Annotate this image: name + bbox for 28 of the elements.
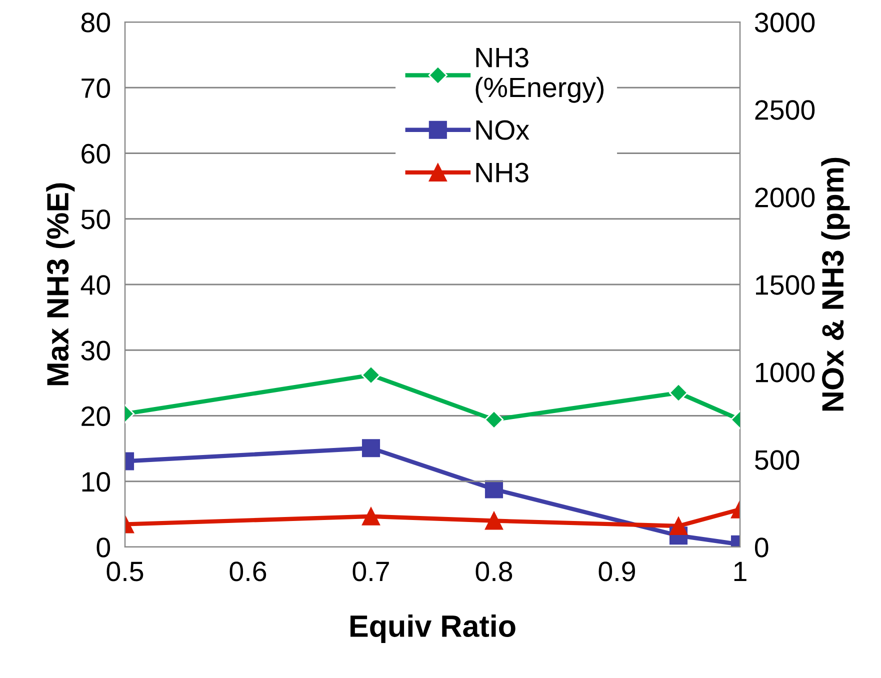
y2-tick-label: 1500 [756, 275, 815, 295]
y2-tick-label: 3000 [754, 12, 815, 32]
y2-axis-title: NOx & NH3 (ppm) [821, 158, 850, 411]
legend-label: NH3 (%Energy) [476, 48, 604, 103]
y-tick-label: 70 [82, 78, 110, 98]
legend-label: NH3 [476, 162, 528, 182]
y-tick-label: 60 [82, 144, 110, 164]
y2-tick-label: 1000 [756, 362, 815, 382]
y2-tick-label: 2000 [755, 188, 815, 208]
y-tick-label: 10 [82, 472, 110, 492]
y-tick-label: 50 [81, 210, 110, 230]
y2-tick-label: 2500 [755, 100, 815, 120]
x-tick-label: 0.5 [106, 562, 144, 582]
y2-tick-label: 500 [755, 450, 800, 470]
x-axis-title: Equiv Ratio [350, 614, 516, 644]
x-tick-label: 0.8 [476, 562, 512, 582]
x-tick-label: 0.9 [598, 562, 635, 582]
y-tick-label: 30 [81, 340, 110, 360]
y2-tick-label: 0 [754, 538, 768, 558]
x-tick-label: 0.6 [230, 562, 266, 582]
y-axis-title: Max NH3 (%E) [46, 183, 75, 386]
y-tick-label: 20 [82, 406, 110, 426]
y-tick-label: 0 [96, 538, 110, 558]
y-tick-label: 40 [80, 275, 110, 295]
x-tick-label: 0.7 [352, 562, 389, 582]
x-tick-label: 1 [734, 562, 746, 582]
y-tick-label: 80 [81, 12, 110, 32]
legend-label: NOx [476, 120, 530, 140]
